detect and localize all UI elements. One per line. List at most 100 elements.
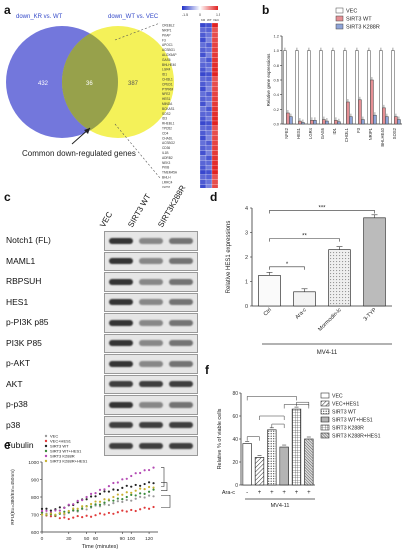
- heatmap-cell: [211, 76, 219, 82]
- x-tick-label: ID1: [332, 127, 337, 134]
- heatmap-cell: [211, 120, 219, 127]
- bar-pattern-dot: [339, 300, 341, 302]
- heatmap-cell: [199, 37, 207, 43]
- x-tick-label: 100: [127, 536, 135, 542]
- bar-pattern-dot: [339, 264, 341, 266]
- heatmap-cell: [205, 27, 213, 33]
- bar-pattern-dot: [348, 276, 350, 278]
- bar-pattern-dot: [336, 294, 338, 296]
- bar-pattern-dot: [336, 255, 338, 257]
- data-point-sirt3-wt: [40, 507, 44, 510]
- x-tick-label: NRIP1: [368, 127, 373, 140]
- heatmap-cell: [205, 130, 213, 136]
- heatmap-cell: [199, 125, 207, 131]
- ara-c-sign: +: [295, 490, 299, 496]
- data-point-sirt3-wt-hes1: [147, 490, 151, 493]
- heatmap-scale-label: 1.5: [216, 13, 220, 17]
- data-point-sirt3-k288r: [40, 509, 44, 513]
- heatmap-cell: [205, 135, 213, 141]
- significance-bracket: [161, 482, 168, 491]
- data-point-vec-hes1: [147, 507, 151, 510]
- bar-pattern-dot: [333, 276, 335, 278]
- heatmap-cell: [211, 32, 219, 38]
- heatmap-cell: [205, 91, 213, 97]
- bar-pattern-dot: [333, 267, 335, 269]
- heatmap-cell: [205, 179, 213, 185]
- bar-sirt3-wt: [382, 107, 386, 125]
- data-point-sirt3-wt-hes1: [63, 510, 66, 513]
- heatmap-gene-label: ACSBG2: [162, 141, 175, 145]
- y-tick-label: 0: [245, 304, 248, 310]
- heatmap-cell: [205, 71, 213, 78]
- data-point-sirt3-wt: [107, 490, 111, 493]
- bar-pattern-dot: [339, 294, 341, 296]
- blot-band: [139, 381, 163, 388]
- bar-pattern-dot: [345, 285, 347, 287]
- heatmap-cell: [199, 42, 207, 48]
- heatmap-cell: [211, 71, 219, 78]
- data-point-vec: [121, 500, 124, 503]
- blot-band: [109, 381, 133, 388]
- band-label: RBPSUH: [6, 276, 42, 286]
- heatmap-cell: [211, 140, 219, 146]
- y-tick-label: 0.4: [273, 92, 279, 97]
- data-point-sirt3-wt: [121, 486, 124, 489]
- bar-pattern-dot: [342, 267, 344, 269]
- data-point-sirt3-k288r-hes1: [58, 511, 61, 515]
- heatmap-cell: [205, 42, 213, 48]
- significance-bracket: [269, 266, 305, 270]
- data-point-sirt3-wt-hes1: [139, 492, 142, 495]
- panel-letter-f: f: [205, 363, 209, 377]
- legend-label: SIRT3 K288R: [346, 25, 380, 31]
- data-point-sirt3-k288r: [81, 499, 84, 502]
- y-tick-label: 800: [31, 495, 39, 501]
- heatmap-cell: [211, 96, 219, 102]
- heatmap-gene-label: GAS6: [162, 58, 171, 62]
- bar-sirt3-k288r: [361, 119, 365, 125]
- bar-pattern-dot: [330, 267, 332, 269]
- y-tick-label: 0: [235, 483, 238, 489]
- heatmap-cell: [205, 140, 213, 146]
- data-point-sirt3-k288r-hes1: [40, 513, 44, 516]
- y-tick-label: 60: [232, 414, 238, 420]
- venn-right-count: 387: [128, 81, 139, 87]
- lane-label: SIRT3 WT: [126, 192, 153, 229]
- data-point-vec-hes1: [76, 514, 79, 518]
- y-tick-label: 700: [31, 512, 39, 518]
- y-tick-label: 900: [31, 477, 39, 483]
- heatmap-cell: [211, 145, 219, 151]
- blot-strip: [104, 436, 198, 456]
- bar-pattern-dot: [333, 297, 335, 299]
- blot-band: [139, 319, 163, 326]
- bar-pattern-dot: [330, 300, 332, 302]
- bar-pattern-dot: [348, 294, 350, 296]
- bar-pattern-dot: [345, 303, 347, 305]
- bar-sirt3-k288r: [349, 116, 353, 125]
- bar-pattern-dot: [336, 300, 338, 302]
- data-point-vec: [103, 503, 106, 506]
- data-point-sirt3-k288r: [76, 499, 79, 502]
- y-tick-label: 1000: [28, 460, 39, 466]
- venn-overlap: [61, 33, 119, 131]
- heatmap-cell: [211, 91, 219, 97]
- data-point-sirt3-wt: [94, 495, 97, 498]
- significance-bracket: [269, 238, 340, 242]
- data-point-vec: [85, 508, 88, 511]
- bar-vec: [355, 50, 359, 125]
- chart-f: 0 20 40 60 80 Relative % of viable cells - + + + +…: [217, 391, 381, 509]
- heatmap-cell: [211, 179, 219, 185]
- heatmap-cell: [211, 130, 219, 136]
- legend-label: VEC: [332, 394, 343, 400]
- heatmap-cell: [211, 37, 219, 43]
- data-point-vec-hes1: [130, 508, 133, 512]
- blot-band: [109, 442, 133, 449]
- significance-label: **: [302, 234, 307, 240]
- band-label: p-AKT: [6, 358, 31, 368]
- x-tick-label: 30: [66, 536, 72, 542]
- heatmap-cell: [205, 86, 213, 92]
- heatmap-gene-label: NRIP1: [162, 29, 172, 33]
- data-point-sirt3-k288r: [134, 472, 137, 475]
- bar-pattern-dot: [339, 258, 341, 260]
- heatmap-cell: [205, 160, 213, 166]
- blot-band: [169, 237, 193, 244]
